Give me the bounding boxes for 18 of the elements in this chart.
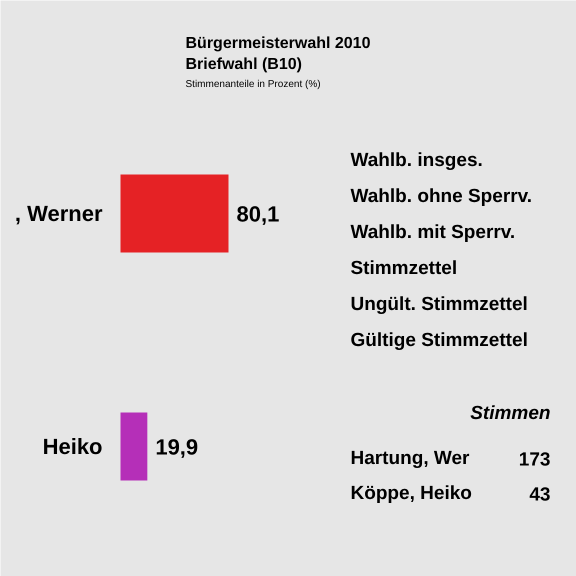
text: Stimmenanteile in Prozent (%) <box>186 79 321 90</box>
text: Hartung, Wer <box>350 448 470 469</box>
data-label: 80,1 <box>236 202 280 226</box>
chart-subtitle: Briefwahl (B10) <box>186 56 302 73</box>
text: Stimmzettel <box>350 258 458 279</box>
text: Wahlb. insges. <box>350 150 483 171</box>
text: Stimmen <box>470 403 551 424</box>
text: Wahlb. ohne Sperrv. <box>350 186 532 207</box>
text: Köppe, Heiko <box>350 483 472 504</box>
text: 43 <box>529 484 551 506</box>
text: Bürgermeisterwahl 2010 <box>186 35 371 52</box>
y-tick-label: , Werner <box>14 201 103 226</box>
text: Gültige Stimmzettel <box>350 330 528 351</box>
text: Ungült. Stimmzettel <box>350 294 528 315</box>
data-label: 19,9 <box>155 434 198 460</box>
text: Wahlb. mit Sperrv. <box>350 222 516 243</box>
text: 173 <box>518 450 550 470</box>
y-tick-label: Heiko <box>42 434 103 459</box>
